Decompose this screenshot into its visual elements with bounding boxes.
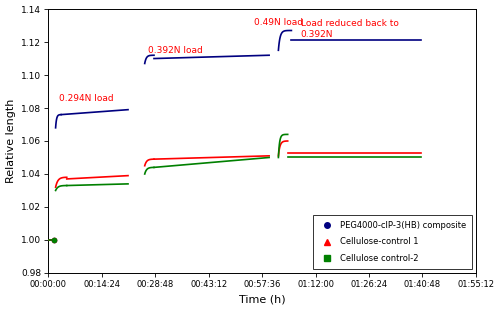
Text: Load reduced back to
0.392N: Load reduced back to 0.392N	[300, 19, 398, 39]
Text: 0.392N load: 0.392N load	[148, 46, 203, 55]
Text: 0.49N load: 0.49N load	[254, 18, 304, 27]
Y-axis label: Relative length: Relative length	[6, 99, 16, 183]
Text: 0.294N load: 0.294N load	[60, 94, 114, 103]
Legend: PEG4000-clP-3(HB) composite, Cellulose-control 1, Cellulose control-2: PEG4000-clP-3(HB) composite, Cellulose-c…	[313, 215, 472, 269]
X-axis label: Time (h): Time (h)	[239, 294, 286, 304]
